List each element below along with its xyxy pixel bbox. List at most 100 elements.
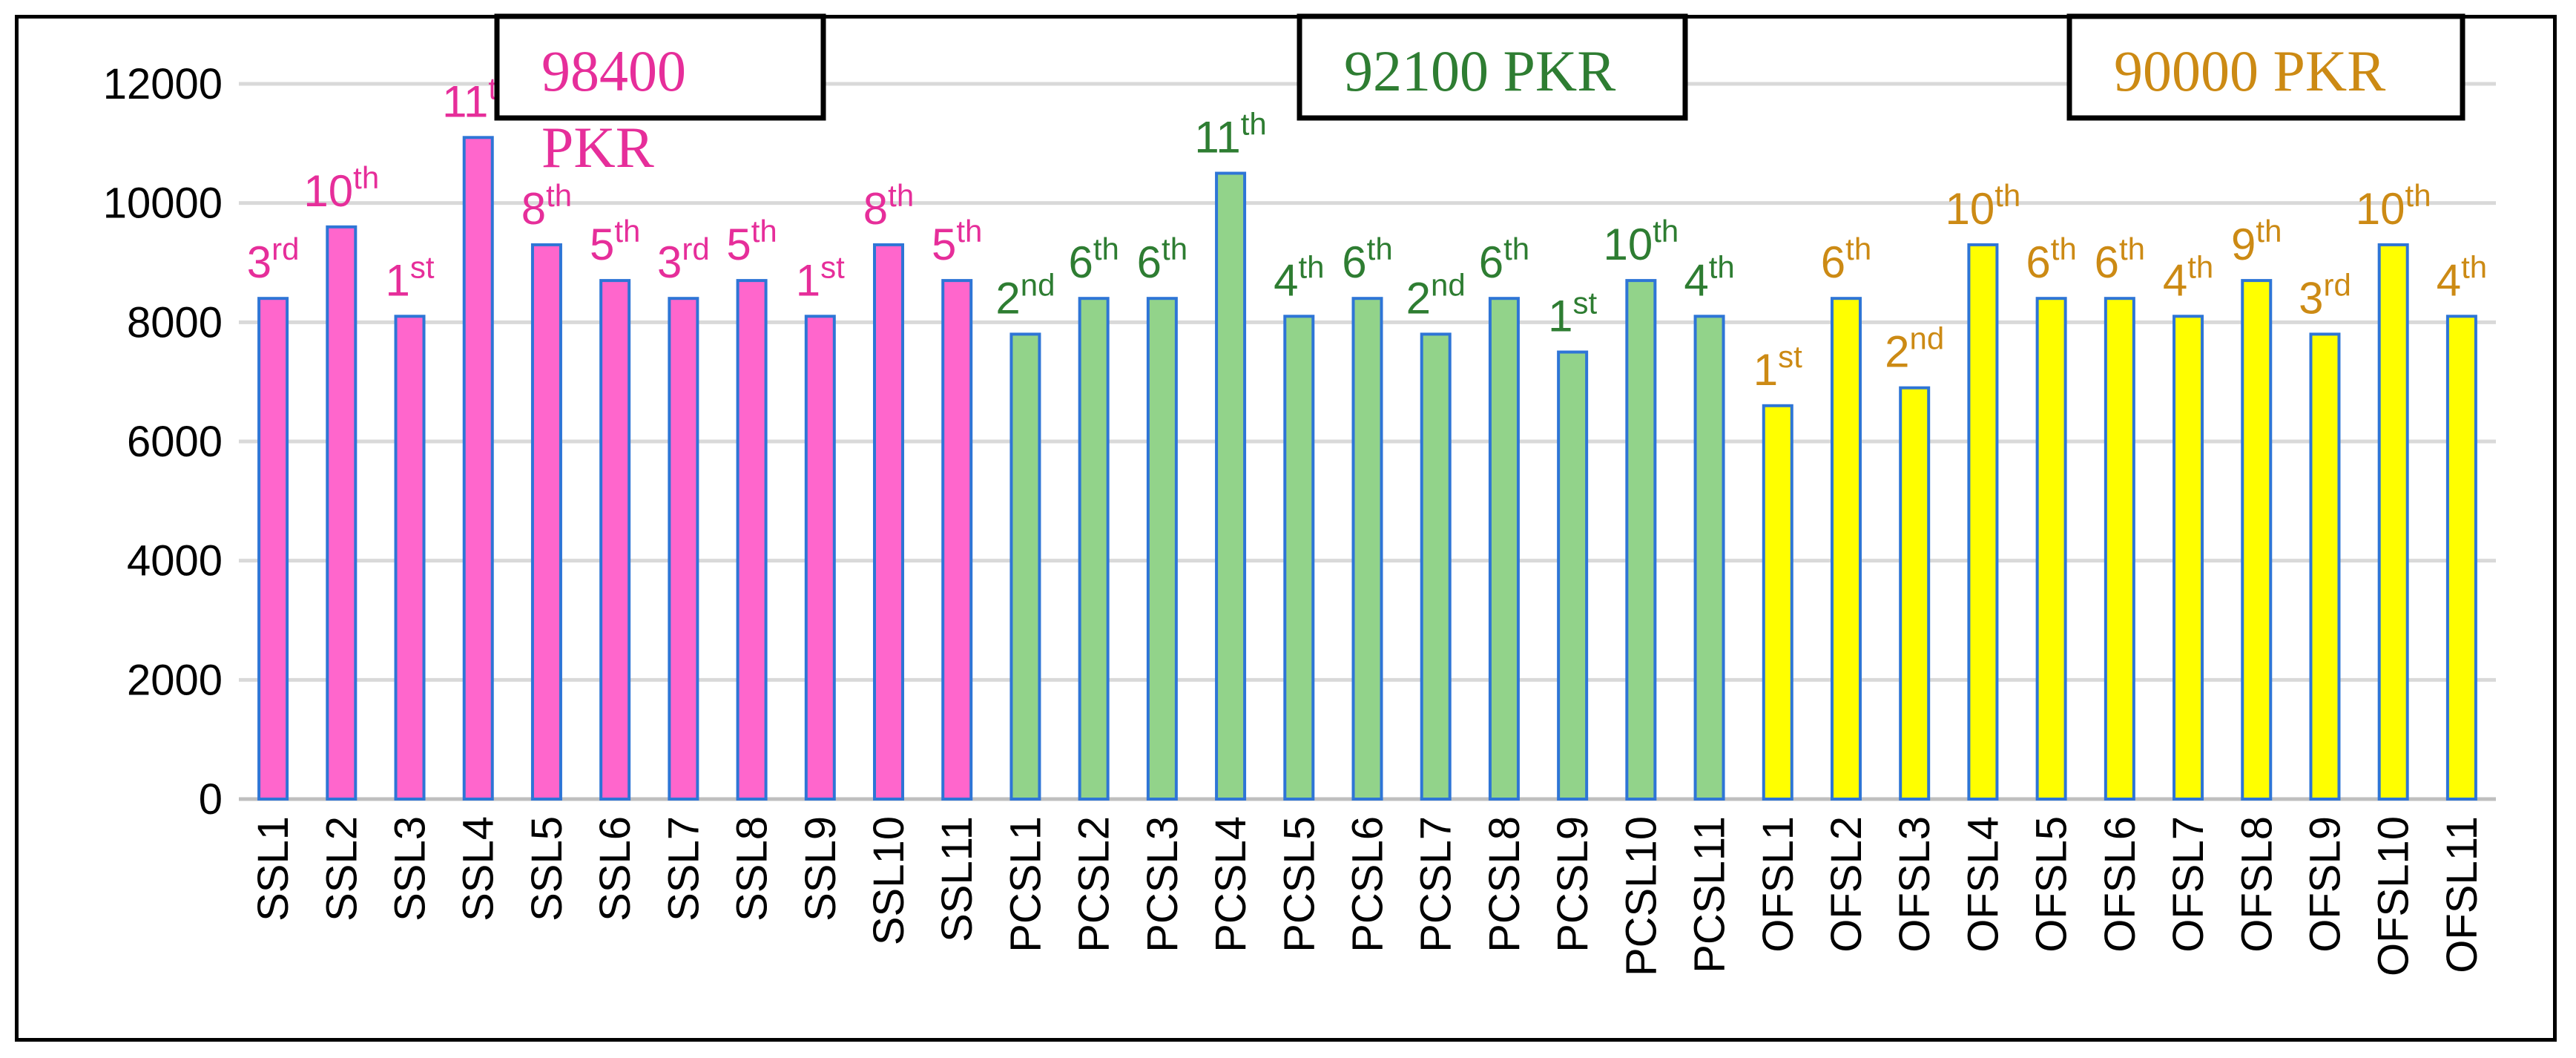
bar (736, 279, 768, 801)
data-label: 4th (2163, 249, 2213, 305)
bar (1351, 297, 1383, 801)
x-tick-label: PCSL9 (1549, 816, 1597, 953)
bar (804, 315, 836, 801)
y-tick-label: 0 (199, 775, 223, 824)
x-tick-label: OFSL11 (2438, 816, 2486, 973)
x-tick-label: OFSL6 (2096, 816, 2144, 953)
data-label: 2nd (1885, 321, 1944, 377)
x-tick-label: PCSL1 (1001, 816, 1050, 953)
x-tick-label: PCSL4 (1207, 816, 1255, 953)
bar (2173, 315, 2204, 801)
data-label: 6th (1137, 231, 1187, 287)
bar (2445, 315, 2477, 801)
x-tick-label: OFSL1 (1754, 816, 1802, 953)
data-label: 2nd (995, 267, 1055, 323)
y-tick-label: 4000 (127, 537, 223, 585)
data-label: 1st (386, 249, 435, 305)
x-tick-label: OFSL3 (1891, 816, 1939, 953)
group-label: 98400 (541, 39, 686, 103)
data-label: 6th (1342, 231, 1392, 287)
group-label-box (2066, 13, 2465, 121)
x-tick-label: PCSL5 (1275, 816, 1323, 953)
data-label: 5th (726, 214, 777, 269)
data-label: 4th (1684, 249, 1734, 305)
bar (326, 225, 358, 801)
group-label-box (1297, 13, 1688, 121)
x-tick-label: SSL8 (728, 816, 777, 921)
x-tick-label: PCSL3 (1139, 816, 1187, 953)
data-label: 4th (2437, 249, 2487, 305)
x-tick-label: SSL3 (386, 816, 435, 921)
x-tick-label: OFSL8 (2233, 816, 2281, 953)
data-label: 6th (1068, 231, 1119, 287)
bar (668, 297, 699, 801)
data-label: 5th (590, 214, 640, 269)
x-tick-label: PCSL8 (1480, 816, 1529, 953)
x-tick-label: PCSL10 (1617, 816, 1665, 976)
data-label: 3rd (247, 231, 300, 287)
bar (2309, 332, 2341, 801)
x-tick-label: SSL11 (933, 816, 981, 942)
x-tick-label: SSL10 (865, 816, 913, 945)
data-label: 6th (2095, 231, 2145, 287)
bar (1762, 404, 1793, 801)
bar (1899, 386, 1931, 801)
bar (1625, 279, 1657, 801)
x-tick-label: OFSL5 (2028, 816, 2076, 953)
y-tick-label: 10000 (103, 180, 223, 228)
group-label-continuation: PKR (541, 115, 654, 180)
x-tick-label: PCSL6 (1344, 816, 1392, 953)
x-tick-label: SSL1 (249, 816, 297, 921)
x-tick-label: SSL4 (455, 816, 503, 921)
data-label: 10th (1603, 214, 1679, 269)
bar (941, 279, 973, 801)
bar (1830, 297, 1862, 801)
data-label: 6th (1821, 231, 1871, 287)
x-tick-label: SSL9 (797, 816, 845, 921)
bar (1215, 171, 1247, 801)
data-label: 2nd (1406, 267, 1466, 323)
bar (1009, 332, 1041, 801)
data-label: 3rd (2299, 267, 2351, 323)
data-label: 6th (2026, 231, 2076, 287)
x-tick-label: OFSL4 (1959, 816, 2007, 953)
data-label: 4th (1274, 249, 1324, 305)
bar (530, 243, 562, 801)
data-label: 10th (1946, 178, 2021, 234)
bar (257, 297, 289, 801)
x-tick-label: SSL7 (659, 816, 708, 921)
data-label: 9th (2231, 214, 2282, 269)
x-tick-label: OFSL7 (2164, 816, 2213, 953)
x-tick-label: PCSL2 (1070, 816, 1119, 953)
x-tick-label: SSL5 (523, 816, 571, 921)
x-tick-label: OFSL9 (2301, 816, 2349, 953)
x-tick-label: OFSL10 (2370, 816, 2418, 976)
bar (394, 315, 426, 801)
bar (2377, 243, 2409, 801)
group-label: 90000 PKR (2114, 39, 2385, 103)
data-label: 1st (796, 249, 845, 305)
data-label: 10th (303, 160, 379, 216)
data-label: 8th (521, 178, 572, 234)
y-tick-label: 2000 (127, 656, 223, 704)
bar (1693, 315, 1725, 801)
bar (1557, 350, 1589, 801)
data-label: 6th (1479, 231, 1529, 287)
data-label: 5th (932, 214, 982, 269)
bar (2104, 297, 2135, 801)
x-tick-label: SSL2 (317, 816, 366, 921)
group-label-box (494, 13, 826, 121)
y-tick-label: 8000 (127, 298, 223, 346)
data-label: 8th (863, 178, 914, 234)
x-tick-label: PCSL7 (1412, 816, 1460, 953)
x-tick-label: OFSL2 (1822, 816, 1871, 953)
bar (1967, 243, 1999, 801)
group-label: 92100 PKR (1344, 39, 1615, 103)
bar (1078, 297, 1110, 801)
data-label: 1st (1548, 286, 1597, 341)
bar (462, 136, 494, 801)
x-tick-label: PCSL11 (1686, 816, 1734, 973)
bar (599, 279, 631, 801)
y-tick-label: 6000 (127, 418, 223, 466)
